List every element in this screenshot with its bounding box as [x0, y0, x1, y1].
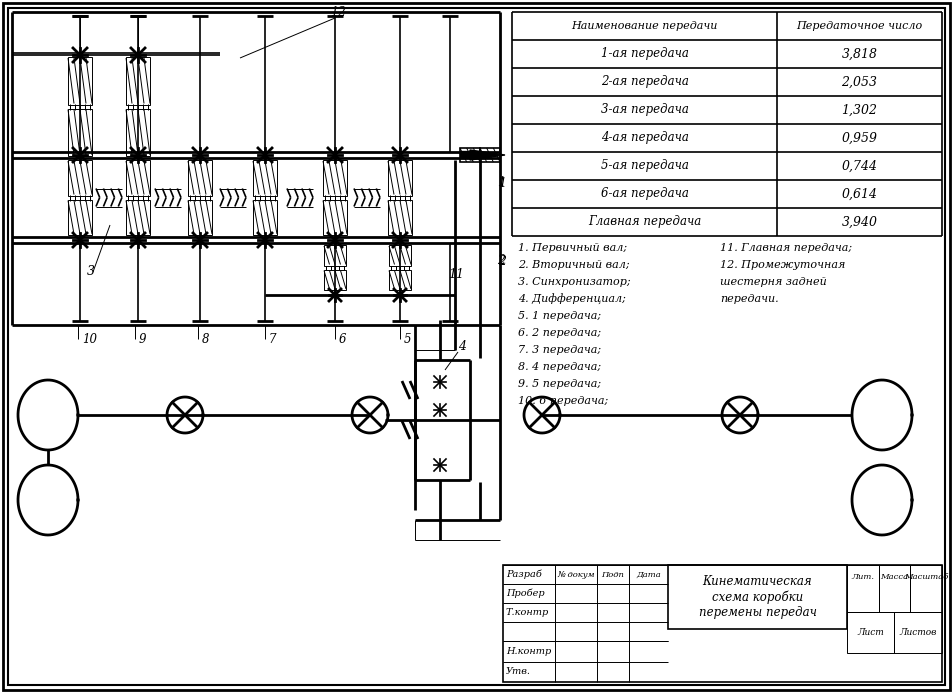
Text: 11: 11	[447, 268, 464, 281]
Text: 4-ая передача: 4-ая передача	[600, 132, 687, 145]
Text: 8. 4 передача;: 8. 4 передача;	[518, 362, 601, 372]
Bar	[126, 109, 149, 156]
Text: 10: 10	[82, 333, 97, 346]
Text: 4. Дифференциал;: 4. Дифференциал;	[518, 294, 625, 304]
Text: 0,744: 0,744	[841, 159, 877, 173]
Bar	[68, 109, 92, 156]
Text: 10. 6 передача;: 10. 6 передача;	[518, 396, 607, 406]
Text: № докум: № докум	[557, 570, 594, 579]
Text: 2. Вторичный вал;: 2. Вторичный вал;	[518, 260, 629, 270]
Text: Передаточное число: Передаточное число	[796, 21, 922, 31]
Text: 9. 5 передача;: 9. 5 передача;	[518, 379, 601, 389]
Text: Кинематическая
схема коробки
перемены передач: Кинематическая схема коробки перемены пе…	[698, 575, 816, 619]
Bar	[846, 612, 894, 653]
Text: Масса: Масса	[880, 572, 907, 581]
Text: Лист: Лист	[857, 628, 883, 637]
Text: 12: 12	[329, 6, 346, 19]
Text: 3,940: 3,940	[841, 216, 877, 229]
Text: Наименование передачи: Наименование передачи	[570, 21, 717, 31]
Bar	[68, 160, 92, 195]
Text: 1: 1	[497, 177, 505, 189]
Text: Разраб: Разраб	[506, 570, 542, 579]
Text: 0,959: 0,959	[841, 132, 877, 145]
Text: 12. Промежуточная: 12. Промежуточная	[720, 260, 844, 270]
Text: Масштаб: Масштаб	[903, 572, 947, 581]
Bar	[126, 160, 149, 195]
Text: Главная передача: Главная передача	[587, 216, 701, 229]
Text: 5. 1 передача;: 5. 1 передача;	[518, 311, 601, 321]
Bar	[324, 245, 346, 265]
Bar	[68, 57, 92, 105]
Text: шестерня задней: шестерня задней	[720, 277, 826, 287]
Bar	[387, 200, 411, 235]
Text: 6-ая передача: 6-ая передача	[600, 188, 687, 200]
Bar	[909, 565, 941, 612]
Text: 0,614: 0,614	[841, 188, 877, 200]
Text: 2-ая передача: 2-ая передача	[600, 76, 687, 89]
Text: Дата: Дата	[635, 570, 660, 579]
Bar	[878, 565, 909, 612]
Text: Т.контр: Т.контр	[506, 608, 548, 617]
Text: передачи.: передачи.	[720, 294, 778, 304]
Text: 9: 9	[139, 333, 147, 346]
Text: 5-ая передача: 5-ая передача	[600, 159, 687, 173]
Text: 7. 3 передача;: 7. 3 передача;	[518, 345, 601, 355]
Text: 5: 5	[404, 333, 411, 346]
Bar	[323, 160, 347, 195]
Text: 2: 2	[497, 254, 505, 267]
Bar	[68, 200, 92, 235]
Bar	[387, 160, 411, 195]
Text: 2,053: 2,053	[841, 76, 877, 89]
Text: 1-ая передача: 1-ая передача	[600, 48, 687, 60]
Text: 1. Первичный вал;: 1. Первичный вал;	[518, 243, 626, 253]
Bar	[188, 160, 211, 195]
Bar	[667, 565, 846, 629]
Bar	[323, 200, 347, 235]
Text: 3: 3	[87, 265, 95, 278]
Bar	[126, 200, 149, 235]
Text: Подп: Подп	[601, 570, 624, 579]
Text: 11. Главная передача;: 11. Главная передача;	[720, 243, 851, 253]
Text: 1,302: 1,302	[841, 103, 877, 116]
Bar	[894, 612, 941, 653]
Text: 2: 2	[498, 255, 506, 268]
Bar	[388, 245, 410, 265]
Bar	[503, 565, 941, 682]
Text: 4: 4	[458, 340, 466, 353]
Text: 3,818: 3,818	[841, 48, 877, 60]
Text: 3. Синхронизатор;: 3. Синхронизатор;	[518, 277, 630, 287]
Text: 3-ая передача: 3-ая передача	[600, 103, 687, 116]
Bar	[188, 200, 211, 235]
Text: 1: 1	[498, 177, 506, 190]
Text: Н.контр: Н.контр	[506, 647, 550, 656]
Bar	[388, 270, 410, 290]
Text: 7: 7	[268, 333, 276, 346]
Bar	[252, 160, 277, 195]
Text: Листов: Листов	[899, 628, 936, 637]
Text: 6. 2 передача;: 6. 2 передача;	[518, 328, 601, 338]
Polygon shape	[469, 150, 505, 160]
Text: 6: 6	[339, 333, 347, 346]
Text: Утв.: Утв.	[506, 667, 530, 676]
Text: 8: 8	[202, 333, 209, 346]
Bar	[460, 148, 480, 162]
Text: Пробер: Пробер	[506, 589, 544, 598]
Bar	[324, 270, 346, 290]
Text: Лит.: Лит.	[850, 572, 873, 581]
Bar	[846, 565, 878, 612]
Bar	[252, 200, 277, 235]
Bar	[126, 57, 149, 105]
Bar	[480, 148, 500, 162]
